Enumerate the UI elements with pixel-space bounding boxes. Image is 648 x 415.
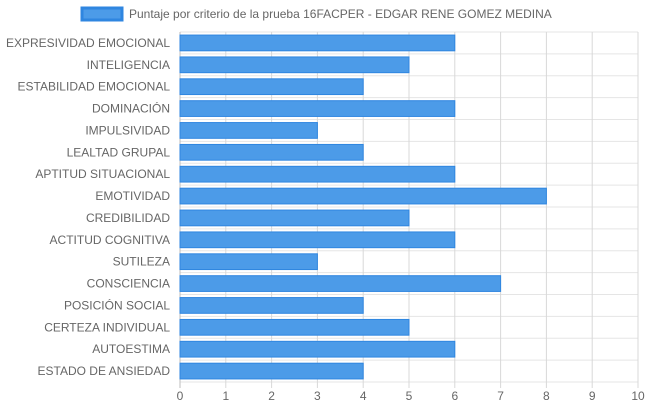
y-tick-label: IMPULSIVIDAD xyxy=(85,123,170,137)
y-tick-label: ACTITUD COGNITIVA xyxy=(50,233,170,247)
x-tick-label: 6 xyxy=(451,389,458,403)
bar xyxy=(179,231,456,249)
bar xyxy=(179,209,410,227)
bar xyxy=(179,56,410,74)
y-tick-label: DOMINACIÓN xyxy=(92,101,170,116)
bar xyxy=(179,143,364,161)
y-tick-label: AUTOESTIMA xyxy=(92,342,170,356)
bar xyxy=(179,78,364,96)
x-tick-label: 9 xyxy=(589,389,596,403)
bar xyxy=(179,187,547,205)
bar xyxy=(179,165,456,183)
bar xyxy=(179,122,318,139)
x-tick-label: 1 xyxy=(222,389,229,403)
x-tick-label: 5 xyxy=(406,389,413,403)
bar xyxy=(179,362,364,380)
bar xyxy=(179,275,502,292)
bar xyxy=(179,318,410,336)
y-tick-label: POSICIÓN SOCIAL xyxy=(64,297,170,312)
y-tick-label: EXPRESIVIDAD EMOCIONAL xyxy=(6,36,170,50)
y-tick-label: CERTEZA INDIVIDUAL xyxy=(44,320,170,334)
legend[interactable]: Puntaje por criterio de la prueba 16FACP… xyxy=(80,6,552,22)
y-axis-labels: EXPRESIVIDAD EMOCIONAL INTELIGENCIA ESTABI… xyxy=(6,36,170,378)
x-tick-label: 10 xyxy=(631,389,645,403)
bar xyxy=(179,253,318,271)
bar xyxy=(179,34,456,52)
y-tick-label: INTELIGENCIA xyxy=(87,58,170,72)
y-tick-label: ESTABILIDAD EMOCIONAL xyxy=(18,80,171,94)
x-tick-label: 8 xyxy=(543,389,550,403)
x-axis-labels: 0 1 2 3 4 5 6 7 8 9 10 xyxy=(177,389,645,403)
y-tick-label: CREDIBILIDAD xyxy=(86,211,170,225)
y-tick-label: LEALTAD GRUPAL xyxy=(67,145,171,159)
y-tick-label: APTITUD SITUACIONAL xyxy=(35,167,170,181)
x-tick-label: 0 xyxy=(177,389,184,403)
legend-swatch xyxy=(80,6,124,22)
legend-label: Puntaje por criterio de la prueba 16FACP… xyxy=(129,7,552,21)
bar xyxy=(179,340,456,358)
bars xyxy=(179,34,547,380)
x-tick-label: 2 xyxy=(268,389,275,403)
x-tick-label: 3 xyxy=(314,389,321,403)
y-tick-label: ESTADO DE ANSIEDAD xyxy=(38,364,171,378)
bar xyxy=(179,297,364,314)
bar xyxy=(179,100,456,117)
x-tick-label: 7 xyxy=(497,389,504,403)
y-tick-label: CONSCIENCIA xyxy=(87,277,170,291)
y-tick-label: SUTILEZA xyxy=(113,255,170,269)
x-tick-label: 4 xyxy=(360,389,367,403)
y-tick-label: EMOTIVIDAD xyxy=(95,189,170,203)
